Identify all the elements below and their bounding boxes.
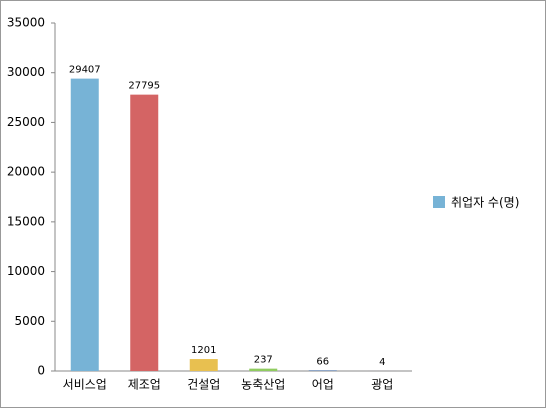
legend-swatch	[433, 196, 445, 208]
y-tick-label: 5000	[14, 314, 45, 328]
bar	[70, 78, 99, 371]
legend-label: 취업자 수(명)	[451, 196, 519, 210]
x-tick-label: 광업	[371, 378, 393, 392]
value-label: 237	[254, 355, 273, 366]
bar	[189, 359, 218, 371]
x-tick-label: 서비스업	[63, 378, 107, 392]
value-label: 1201	[191, 345, 216, 356]
x-tick-label: 건설업	[187, 378, 220, 392]
y-tick-label: 35000	[7, 16, 45, 30]
x-tick-label: 제조업	[128, 378, 161, 392]
value-label: 29407	[69, 65, 101, 76]
y-tick-label: 10000	[7, 264, 45, 278]
bar	[130, 94, 159, 372]
y-tick-label: 25000	[7, 115, 45, 129]
y-tick-label: 15000	[7, 214, 45, 228]
bar	[249, 368, 278, 371]
y-tick-label: 0	[37, 364, 45, 378]
value-label: 66	[316, 356, 329, 367]
value-label: 27795	[128, 81, 160, 92]
y-tick-label: 30000	[7, 65, 45, 79]
bar	[308, 370, 337, 371]
x-tick-label: 어업	[312, 378, 334, 392]
x-tick-label: 농축산업	[241, 378, 285, 392]
y-tick-label: 20000	[7, 165, 45, 179]
value-label: 4	[379, 357, 385, 368]
